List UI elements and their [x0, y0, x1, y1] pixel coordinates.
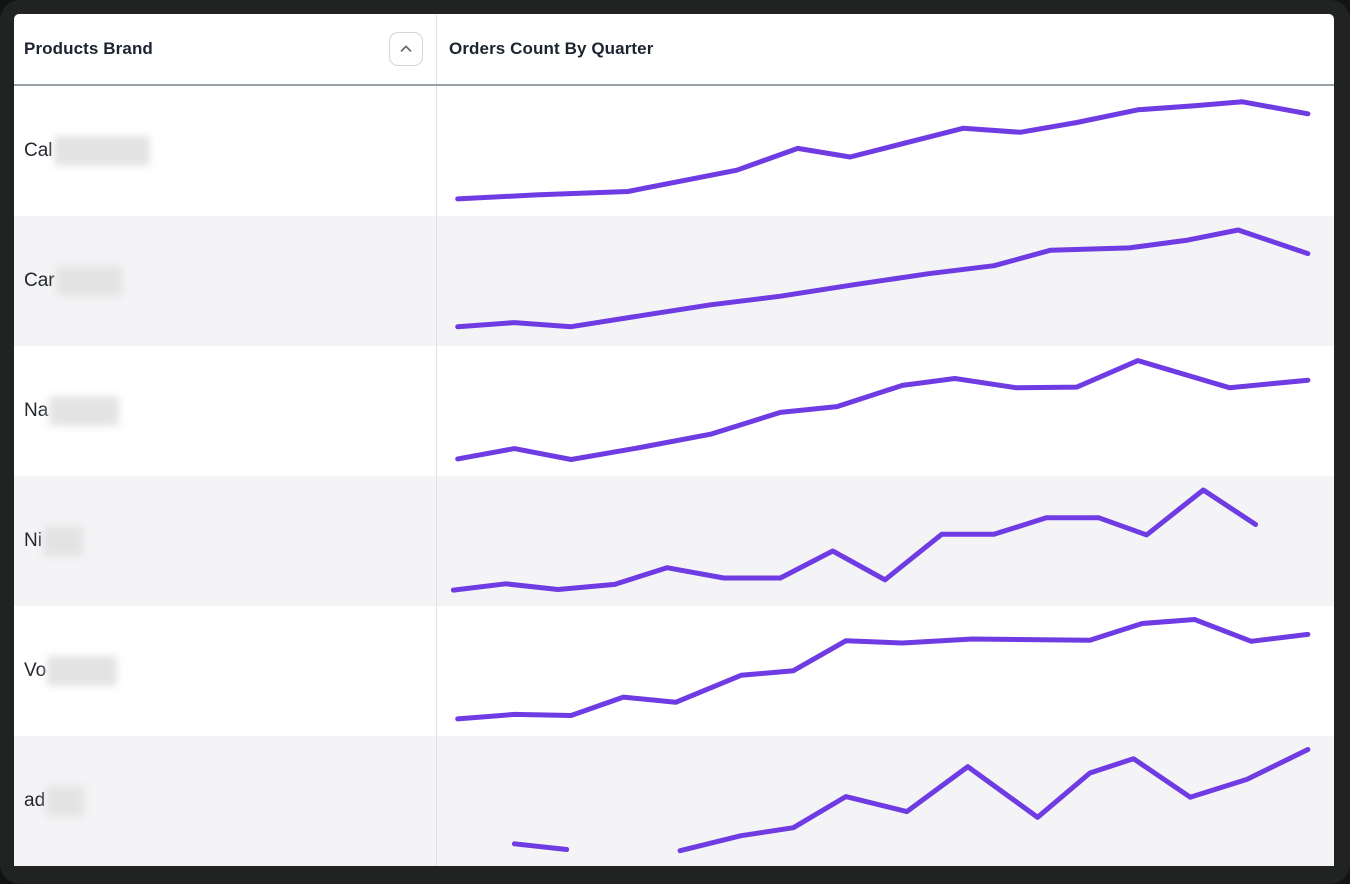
table-card: Products Brand Orders Count By Quarter C… [14, 14, 1334, 866]
sparkline-chart [455, 358, 1311, 462]
column-header-label: Products Brand [24, 39, 153, 58]
column-header-orders-count: Orders Count By Quarter [437, 14, 1334, 84]
brand-label-text: Vo [24, 660, 47, 681]
redaction-blur [42, 526, 83, 556]
sparkline-cell [437, 346, 1334, 476]
sparkline-chart [455, 99, 1311, 202]
redaction-blur [55, 266, 122, 296]
brand-cell[interactable]: Car [14, 216, 437, 346]
sparkline-cell [437, 216, 1334, 346]
table-row[interactable]: Car [14, 216, 1334, 346]
sparkline-cell [437, 476, 1334, 606]
redaction-blur [49, 396, 120, 426]
table-row[interactable]: ad [14, 736, 1334, 866]
brand-label-text: Ni [24, 530, 42, 551]
brand-label-text: ad [24, 790, 46, 811]
brand-cell[interactable]: Na [14, 346, 437, 476]
redaction-blur [47, 656, 118, 686]
brand-cell[interactable]: Vo [14, 606, 437, 736]
sort-ascending-button[interactable] [389, 32, 423, 66]
table-row[interactable]: Na [14, 346, 1334, 476]
column-header-products-brand[interactable]: Products Brand [14, 14, 437, 84]
table-header: Products Brand Orders Count By Quarter [14, 14, 1334, 86]
brand-label-text: Car [24, 270, 55, 291]
sparkline-chart [450, 487, 1259, 593]
brand-label-text: Na [24, 400, 49, 421]
table-row[interactable]: Vo [14, 606, 1334, 736]
table-row[interactable]: Cal [14, 86, 1334, 216]
redaction-blur [46, 786, 85, 816]
sparkline-chart [455, 617, 1311, 722]
sparkline-cell [437, 736, 1334, 866]
brand-cell[interactable]: ad [14, 736, 437, 866]
sparkline-cell [437, 606, 1334, 736]
table-body: Cal Car Na Ni [14, 86, 1334, 866]
brand-cell[interactable]: Ni [14, 476, 437, 606]
column-header-label: Orders Count By Quarter [449, 39, 654, 58]
redaction-blur [53, 136, 150, 166]
sparkline-chart [511, 747, 1311, 854]
sparkline-chart [455, 227, 1311, 330]
brand-label-text: Cal [24, 140, 53, 161]
table-row[interactable]: Ni [14, 476, 1334, 606]
brand-cell[interactable]: Cal [14, 86, 437, 216]
sparkline-cell [437, 86, 1334, 216]
chevron-up-icon [400, 45, 412, 52]
